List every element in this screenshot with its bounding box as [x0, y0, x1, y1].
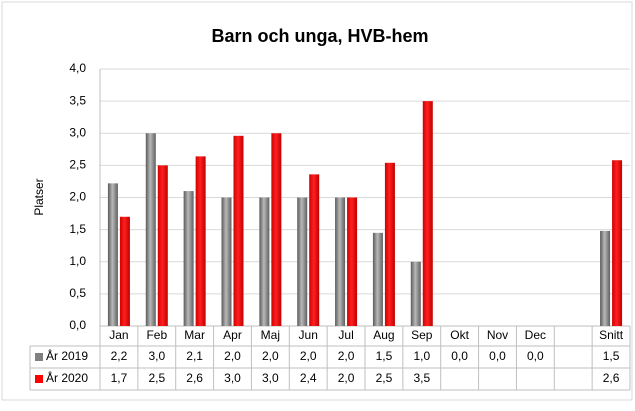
table-value: 0,0 — [527, 349, 544, 363]
bar — [600, 230, 611, 326]
x-tick-label: Apr — [223, 328, 242, 342]
y-tick-label: 2,0 — [69, 190, 86, 204]
y-tick-label: 3,0 — [69, 125, 86, 139]
legend-label: År 2020 — [46, 370, 88, 385]
x-tick-label: Snitt — [599, 328, 624, 342]
table-value: 2,1 — [186, 349, 203, 363]
legend-key — [35, 353, 43, 361]
bar — [195, 156, 206, 326]
bar — [221, 197, 232, 326]
x-tick-label: Jun — [299, 328, 318, 342]
x-tick-label: Dec — [525, 328, 546, 342]
bar — [233, 135, 244, 326]
legend-key — [35, 375, 43, 383]
table-value: 2,0 — [338, 349, 355, 363]
table-value: 1,5 — [603, 349, 620, 363]
table-value: 1,0 — [413, 349, 430, 363]
table-value: 3,0 — [148, 349, 165, 363]
table-value: 2,5 — [376, 371, 393, 385]
table-value: 2,0 — [262, 349, 279, 363]
bar — [612, 160, 623, 326]
table-value: 3,0 — [262, 371, 279, 385]
table-value: 2,0 — [338, 371, 355, 385]
table-value: 3,0 — [224, 371, 241, 385]
table-value: 0,0 — [489, 349, 506, 363]
table-value: 2,0 — [224, 349, 241, 363]
table-value: 1,7 — [111, 371, 128, 385]
legend-label: År 2019 — [46, 348, 88, 363]
bar — [410, 261, 421, 326]
y-tick-label: 2,5 — [69, 158, 86, 172]
y-tick-label: 0,0 — [69, 318, 86, 332]
x-tick-label: Nov — [487, 328, 508, 342]
table-value: 2,4 — [300, 371, 317, 385]
table-value: 0,0 — [451, 349, 468, 363]
y-tick-label: 1,0 — [69, 254, 86, 268]
table-value: 2,2 — [111, 349, 128, 363]
x-tick-label: Okt — [450, 328, 469, 342]
bar — [271, 133, 282, 326]
bar — [335, 197, 346, 326]
bar — [297, 197, 308, 326]
x-tick-label: Feb — [146, 328, 167, 342]
table-value: 1,5 — [376, 349, 393, 363]
table-value: 2,5 — [148, 371, 165, 385]
table-value: 2,0 — [300, 349, 317, 363]
table-value: 2,6 — [186, 371, 203, 385]
bar — [372, 232, 383, 326]
x-tick-label: Aug — [373, 328, 394, 342]
y-axis-title: Platser — [32, 178, 46, 215]
bar — [119, 216, 130, 326]
bar — [107, 183, 118, 326]
bar — [145, 133, 156, 326]
bar — [309, 174, 320, 326]
chart-title: Barn och unga, HVB-hem — [211, 26, 428, 46]
y-tick-label: 4,0 — [69, 61, 86, 75]
bar — [384, 162, 395, 326]
bar — [157, 165, 168, 326]
x-tick-label: Jan — [109, 328, 128, 342]
table-value: 3,5 — [413, 371, 430, 385]
x-tick-label: Jul — [338, 328, 353, 342]
bar — [422, 101, 433, 326]
y-tick-label: 1,5 — [69, 222, 86, 236]
bar — [347, 197, 358, 326]
bar — [183, 191, 194, 326]
bar — [259, 197, 270, 326]
y-tick-label: 0,5 — [69, 286, 86, 300]
x-tick-label: Sep — [411, 328, 433, 342]
table-value: 2,6 — [603, 371, 620, 385]
x-tick-label: Maj — [261, 328, 280, 342]
x-tick-label: Mar — [184, 328, 205, 342]
y-tick-label: 3,5 — [69, 93, 86, 107]
